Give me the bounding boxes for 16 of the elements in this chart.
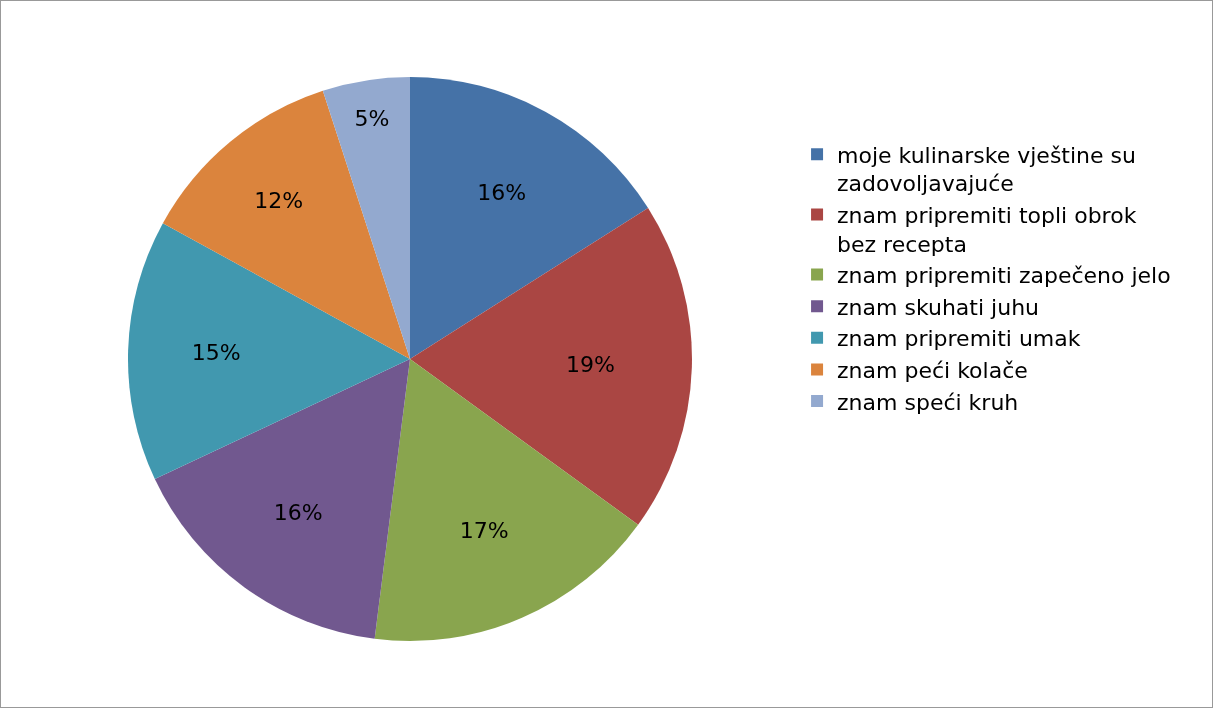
data-label: 5% bbox=[354, 105, 390, 131]
pie-slice bbox=[154, 359, 410, 639]
pie-slice bbox=[322, 77, 410, 359]
legend-label: znam speći kruh bbox=[837, 389, 1019, 415]
legend-label: znam pripremiti zapečeno jelo bbox=[837, 263, 1171, 289]
legend-label: znam pripremiti umak bbox=[837, 326, 1081, 352]
legend-label: znam peći kolače bbox=[837, 357, 1028, 383]
pie-slice bbox=[128, 223, 410, 480]
data-label: 12% bbox=[254, 187, 304, 213]
legend-label: znam skuhati juhu bbox=[837, 294, 1040, 320]
data-label: 17% bbox=[459, 518, 509, 543]
data-label: 16% bbox=[273, 500, 323, 526]
data-label: 16% bbox=[477, 179, 527, 205]
pie-slice bbox=[162, 90, 410, 359]
data-label: 19% bbox=[565, 352, 615, 378]
data-label: 15% bbox=[191, 340, 241, 366]
